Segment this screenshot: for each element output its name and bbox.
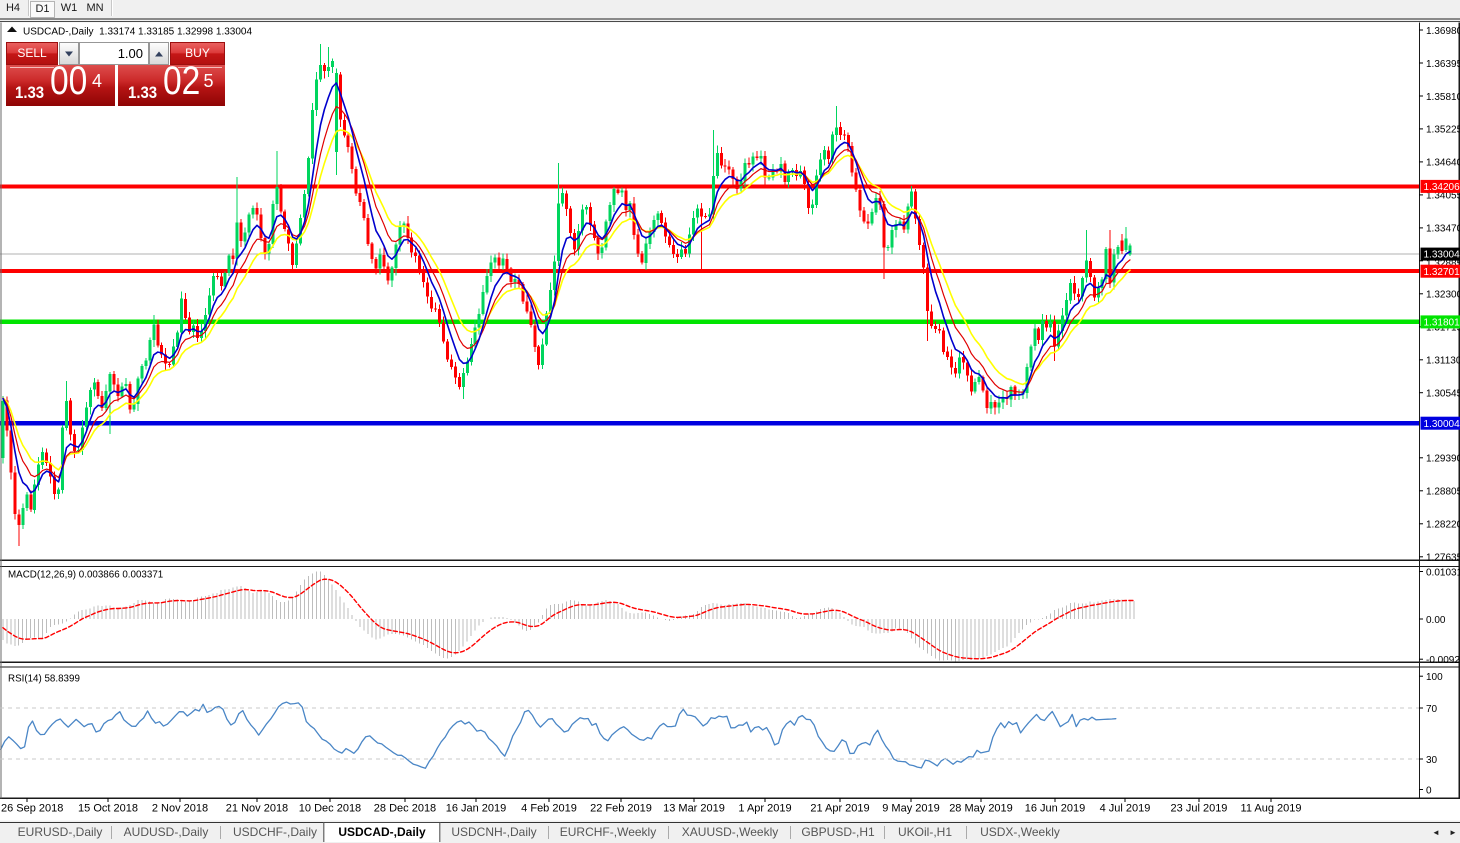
svg-text:16 Jan 2019: 16 Jan 2019 (446, 803, 507, 815)
svg-text:1.34206: 1.34206 (1424, 182, 1460, 193)
svg-text:9 May 2019: 9 May 2019 (882, 803, 939, 815)
svg-text:1.29390: 1.29390 (1426, 454, 1460, 465)
svg-text:10 Dec 2018: 10 Dec 2018 (299, 803, 361, 815)
svg-text:70: 70 (1426, 704, 1438, 715)
svg-text:1.35225: 1.35225 (1426, 125, 1460, 136)
svg-text:0: 0 (1426, 785, 1432, 796)
svg-text:1.28805: 1.28805 (1426, 487, 1460, 498)
svg-text:1 Apr 2019: 1 Apr 2019 (738, 803, 791, 815)
svg-text:USDCAD-,Daily 1.33174 1.33185: USDCAD-,Daily 1.33174 1.33185 1.32998 1.… (23, 27, 252, 38)
svg-text:23 Jul 2019: 23 Jul 2019 (1171, 803, 1228, 815)
svg-text:28 Dec 2018: 28 Dec 2018 (374, 803, 436, 815)
svg-text:21 Apr 2019: 21 Apr 2019 (810, 803, 869, 815)
svg-text:28 May 2019: 28 May 2019 (949, 803, 1013, 815)
svg-text:1.35810: 1.35810 (1426, 92, 1460, 103)
svg-text:0.00: 0.00 (1426, 615, 1446, 626)
svg-text:1.34640: 1.34640 (1426, 158, 1460, 169)
svg-text:11 Aug 2019: 11 Aug 2019 (1241, 803, 1302, 815)
svg-text:RSI(14) 58.8399: RSI(14) 58.8399 (8, 674, 80, 685)
svg-text:-0.009203: -0.009203 (1426, 655, 1460, 666)
svg-text:26 Sep 2018: 26 Sep 2018 (1, 803, 63, 815)
svg-text:13 Mar 2019: 13 Mar 2019 (663, 803, 725, 815)
svg-text:30: 30 (1426, 755, 1438, 766)
svg-text:1.32300: 1.32300 (1426, 290, 1460, 301)
svg-text:15 Oct 2018: 15 Oct 2018 (78, 803, 138, 815)
svg-text:4 Jul 2019: 4 Jul 2019 (1100, 803, 1151, 815)
svg-text:2 Nov 2018: 2 Nov 2018 (152, 803, 208, 815)
svg-text:1.30004: 1.30004 (1424, 419, 1460, 430)
svg-text:0.010311: 0.010311 (1426, 567, 1460, 578)
svg-text:16 Jun 2019: 16 Jun 2019 (1025, 803, 1086, 815)
svg-text:1.33470: 1.33470 (1426, 224, 1460, 235)
svg-text:1.27635: 1.27635 (1426, 553, 1460, 564)
svg-text:1.33004: 1.33004 (1424, 250, 1460, 261)
svg-text:1.36395: 1.36395 (1426, 59, 1460, 70)
svg-text:1.30545: 1.30545 (1426, 389, 1460, 400)
svg-text:1.32701: 1.32701 (1424, 267, 1460, 278)
svg-text:1.28220: 1.28220 (1426, 520, 1460, 531)
svg-text:100: 100 (1426, 672, 1443, 683)
svg-text:22 Feb 2019: 22 Feb 2019 (590, 803, 652, 815)
svg-text:1.31801: 1.31801 (1424, 318, 1460, 329)
svg-text:4 Feb 2019: 4 Feb 2019 (521, 803, 577, 815)
svg-text:1.31130: 1.31130 (1426, 356, 1460, 367)
svg-text:21 Nov 2018: 21 Nov 2018 (226, 803, 288, 815)
svg-text:MACD(12,26,9) 0.003866 0.00337: MACD(12,26,9) 0.003866 0.003371 (8, 570, 163, 581)
svg-text:1.36980: 1.36980 (1426, 26, 1460, 37)
